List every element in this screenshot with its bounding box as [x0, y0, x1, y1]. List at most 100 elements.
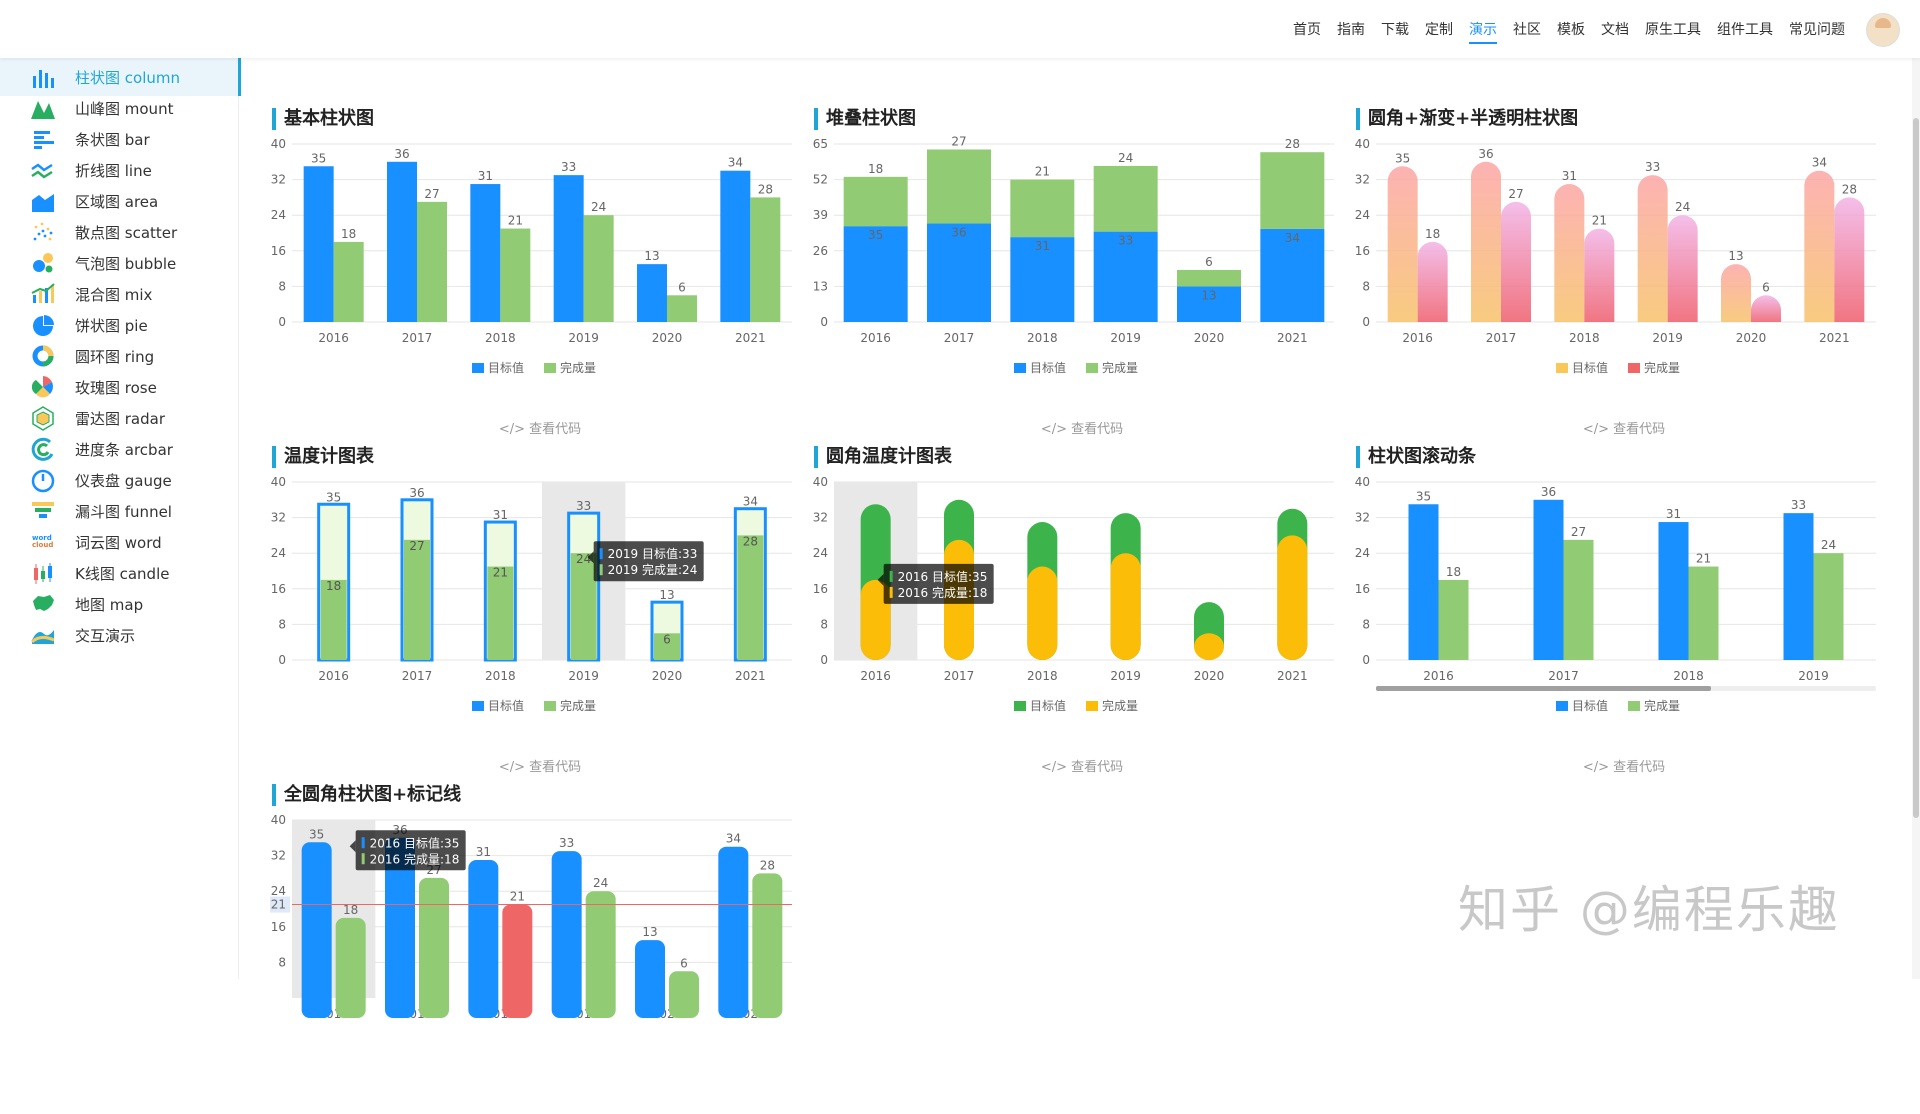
legend-swatch[interactable] [472, 363, 484, 373]
bar-completed[interactable] [1501, 201, 1531, 322]
view-code-link[interactable]: </> 查看代码 [1040, 760, 1124, 775]
legend-swatch[interactable] [1556, 701, 1568, 711]
sidebar-item-7[interactable]: 混合图 mix [0, 275, 238, 313]
legend-label[interactable]: 目标值 [488, 698, 524, 713]
bar-target[interactable] [387, 161, 417, 322]
bar-completed[interactable] [860, 579, 891, 660]
legend-swatch[interactable] [544, 701, 556, 711]
legend-swatch[interactable] [1556, 363, 1568, 373]
page-scrollbar[interactable] [1912, 58, 1920, 979]
sidebar-item-16[interactable]: K线图 candle [0, 554, 238, 592]
bar-completed[interactable] [1563, 539, 1594, 660]
bar-target[interactable] [1658, 522, 1689, 660]
legend-swatch[interactable] [1628, 701, 1640, 711]
chart-canvas[interactable]: 0 13 26 39 52 65 2016 2017 2018 2019 2020 2021 35 18 3… [812, 136, 1352, 406]
sidebar-item-12[interactable]: 进度条 arcbar [0, 430, 238, 468]
bar-target[interactable] [720, 170, 751, 322]
bar-completed[interactable] [500, 228, 531, 322]
bar-target[interactable] [635, 940, 665, 1018]
bar-target[interactable] [303, 166, 334, 322]
bar-target[interactable] [1177, 286, 1241, 322]
bar-completed[interactable] [1813, 553, 1844, 660]
bar-completed[interactable] [1417, 241, 1448, 322]
legend-swatch[interactable] [1628, 363, 1640, 373]
bar-completed[interactable] [333, 241, 364, 322]
bar-completed[interactable] [1177, 269, 1241, 287]
bar-completed[interactable] [1438, 579, 1469, 660]
legend-label[interactable]: 目标值 [1572, 360, 1608, 375]
bar-target[interactable] [1260, 228, 1325, 322]
view-code-link[interactable]: </> 查看代码 [1040, 422, 1124, 437]
bar-completed[interactable] [1751, 295, 1781, 322]
nav-item-0[interactable]: 首页 [1293, 22, 1321, 38]
sidebar-item-4[interactable]: 区域图 area [0, 182, 238, 220]
bar-target[interactable] [718, 846, 749, 1018]
legend-label[interactable]: 目标值 [1030, 360, 1066, 375]
legend-label[interactable]: 完成量 [560, 360, 596, 375]
nav-item-10[interactable]: 常见问题 [1789, 22, 1845, 38]
chart-scroll-thumb[interactable] [1376, 686, 1711, 691]
bar-completed[interactable] [843, 176, 908, 227]
bar-completed[interactable] [320, 579, 347, 660]
bar-completed[interactable] [667, 295, 697, 322]
nav-item-4[interactable]: 演示 [1469, 19, 1497, 44]
bar-target[interactable] [1554, 184, 1585, 322]
nav-item-8[interactable]: 原生工具 [1645, 22, 1701, 38]
bar-target[interactable] [1093, 231, 1158, 322]
bar-completed[interactable] [1667, 215, 1698, 322]
nav-item-5[interactable]: 社区 [1513, 22, 1541, 38]
bar-completed[interactable] [1834, 197, 1865, 322]
bar-completed[interactable] [1584, 228, 1615, 322]
bar-completed[interactable] [669, 971, 699, 1018]
bar-target[interactable] [1010, 237, 1075, 322]
legend-swatch[interactable] [1014, 363, 1026, 373]
chart-canvas[interactable]: 8162432402016201720182019202020213518362… [270, 812, 810, 1082]
bar-completed[interactable] [419, 877, 449, 1018]
sidebar-item-3[interactable]: 折线图 line [0, 151, 238, 189]
bar-target[interactable] [637, 264, 667, 322]
sidebar-item-18[interactable]: 交互演示 [0, 616, 238, 654]
sidebar-item-13[interactable]: 仪表盘 gauge [0, 461, 238, 499]
bar-completed[interactable] [737, 535, 764, 660]
legend-swatch[interactable] [472, 701, 484, 711]
bar-completed[interactable] [1093, 165, 1158, 232]
view-code-link[interactable]: </> 查看代码 [1582, 760, 1666, 775]
sidebar-item-5[interactable]: 散点图 scatter [0, 213, 238, 251]
bar-completed[interactable] [1027, 566, 1058, 660]
sidebar-item-15[interactable]: word cloud 词云图 word [0, 523, 238, 561]
bar-target[interactable] [1721, 264, 1751, 322]
bar-completed[interactable] [752, 873, 783, 1018]
bar-target[interactable] [1471, 161, 1501, 322]
sidebar-item-2[interactable]: 条状图 bar [0, 120, 238, 158]
bar-completed[interactable] [417, 201, 447, 322]
bar-target[interactable] [385, 837, 415, 1018]
nav-item-2[interactable]: 下载 [1381, 22, 1409, 38]
bar-target[interactable] [1387, 166, 1418, 322]
bar-completed[interactable] [502, 904, 533, 1018]
bar-target[interactable] [470, 184, 501, 322]
sidebar-item-17[interactable]: 地图 map [0, 585, 238, 623]
sidebar-item-8[interactable]: 饼状图 pie [0, 306, 238, 344]
view-code-link[interactable]: </> 查看代码 [498, 422, 582, 437]
sidebar-item-0[interactable]: 柱状图 column [0, 58, 241, 96]
bar-target[interactable] [468, 860, 499, 1018]
bar-completed[interactable] [750, 197, 781, 322]
bar-completed[interactable] [1110, 553, 1141, 660]
sidebar-item-14[interactable]: 漏斗图 funnel [0, 492, 238, 530]
bar-target[interactable] [1533, 499, 1564, 660]
bar-completed[interactable] [654, 633, 680, 660]
chart-canvas[interactable]: 0 8 16 24 32 40 2016 2017 2018 2019 2020 2021 35 18 36… [270, 474, 810, 744]
chart-canvas[interactable]: 0 8 16 24 32 40 2016 2017 2018 2019 2020 2021 35 18 36… [1354, 136, 1894, 406]
bar-completed[interactable] [1277, 535, 1308, 660]
sidebar-item-1[interactable]: 山峰图 mount [0, 89, 238, 127]
view-code-link[interactable]: </> 查看代码 [498, 760, 582, 775]
bar-target[interactable] [553, 175, 584, 322]
bar-completed[interactable] [1010, 179, 1075, 238]
sidebar-item-10[interactable]: 玫瑰图 rose [0, 368, 238, 406]
sidebar-item-11[interactable]: 雷达图 radar [0, 399, 238, 437]
legend-label[interactable]: 目标值 [488, 360, 524, 375]
sidebar-item-9[interactable]: 圆环图 ring [0, 337, 238, 375]
bar-completed[interactable] [927, 149, 991, 224]
legend-swatch[interactable] [1014, 701, 1026, 711]
bar-completed[interactable] [1688, 566, 1719, 660]
